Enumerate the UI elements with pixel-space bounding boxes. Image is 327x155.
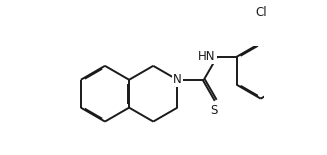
Text: N: N [173, 73, 182, 86]
Text: S: S [211, 104, 218, 117]
Text: HN: HN [198, 50, 216, 63]
Text: Cl: Cl [255, 6, 267, 19]
